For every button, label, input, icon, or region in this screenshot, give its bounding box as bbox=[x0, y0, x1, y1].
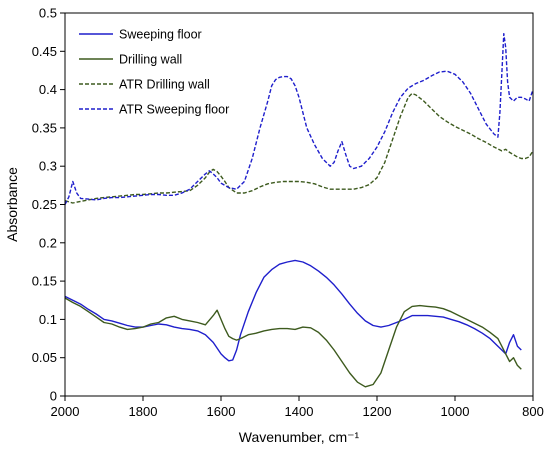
plot-frame bbox=[64, 12, 534, 397]
series-line-1 bbox=[64, 259, 522, 362]
chart-legend: Sweeping floor Drilling wall ATR Drilling … bbox=[79, 28, 229, 117]
series-line-2 bbox=[64, 297, 522, 388]
legend-label-2: Drilling wall bbox=[119, 53, 182, 67]
y-tick-label: 0.05 bbox=[32, 350, 57, 365]
y-tick-label: 0.3 bbox=[39, 159, 57, 174]
x-tick-label: 1000 bbox=[441, 404, 470, 419]
y-tick-label: 0.2 bbox=[39, 235, 57, 250]
x-tick-label: 1200 bbox=[363, 404, 392, 419]
y-axis-title: Absorbance bbox=[4, 167, 20, 242]
x-tick-label: 1800 bbox=[129, 404, 158, 419]
x-tick-label: 2000 bbox=[51, 404, 80, 419]
x-axis-title: Wavenumber, cm⁻¹ bbox=[239, 429, 360, 445]
legend-label-3: ATR Drilling wall bbox=[119, 78, 210, 92]
y-tick-label: 0.5 bbox=[39, 6, 57, 21]
y-tick-label: 0.15 bbox=[32, 274, 57, 289]
y-tick-label: 0 bbox=[50, 389, 57, 404]
series-line-3 bbox=[64, 92, 534, 204]
y-tick-label: 0.4 bbox=[39, 82, 57, 97]
y-tick-label: 0.25 bbox=[32, 197, 57, 212]
y-tick-label: 0.1 bbox=[39, 312, 57, 327]
legend-label-1: Sweeping floor bbox=[119, 28, 202, 42]
plot-area bbox=[64, 33, 534, 388]
y-tick-label: 0.45 bbox=[32, 44, 57, 59]
axis-ticks: 2000 1800 1600 1400 1200 1000 800 0 0.05 0.1 0.15 0… bbox=[32, 6, 544, 420]
series-line-4 bbox=[64, 33, 534, 205]
x-tick-label: 1400 bbox=[285, 404, 314, 419]
x-tick-label: 800 bbox=[522, 404, 544, 419]
legend-label-4: ATR Sweeping floor bbox=[119, 103, 229, 117]
y-tick-label: 0.35 bbox=[32, 120, 57, 135]
x-tick-label: 1600 bbox=[207, 404, 236, 419]
